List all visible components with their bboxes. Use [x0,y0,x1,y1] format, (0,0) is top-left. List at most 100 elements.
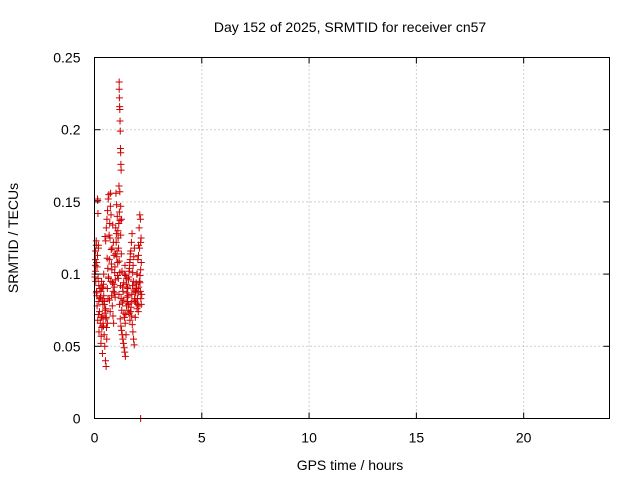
data-point [127,247,135,255]
data-point [112,238,120,246]
data-point [107,260,115,268]
data-point [115,290,123,298]
data-point [94,251,102,259]
data-point [104,207,112,215]
data-point [111,276,119,284]
data-point [101,342,109,350]
data-point [116,188,124,196]
data-point [105,231,113,239]
data-point [106,296,114,304]
data-point [109,221,117,229]
data-point [100,280,108,288]
x-tick-label: 10 [301,430,317,446]
data-point [118,215,126,223]
data-point [108,302,116,310]
data-point [113,201,121,209]
data-point [101,306,109,314]
data-point [115,257,123,265]
data-point [95,282,103,290]
data-point [136,211,144,219]
data-point [106,202,114,210]
data-point [132,299,140,307]
data-point [121,352,129,360]
data-point [94,209,102,217]
data-point [116,217,124,225]
data-point [127,303,135,311]
data-point [117,149,125,157]
data-point [128,230,136,238]
data-point [124,292,132,300]
data-point [129,328,137,336]
data-point [112,189,120,197]
data-point [131,313,139,321]
data-point [109,287,117,295]
data-point [102,313,110,321]
data-point [137,266,145,274]
x-tick-label: 20 [516,430,532,446]
data-point [119,287,127,295]
data-point [130,341,138,349]
data-point [105,191,113,199]
data-point [137,259,145,267]
data-point [125,264,133,272]
data-point [102,224,110,232]
data-point [111,263,119,271]
data-point [100,331,108,339]
data-point [106,308,114,316]
data-point [117,250,125,258]
data-point [106,234,114,242]
data-point [109,312,117,320]
data-point [91,261,99,269]
x-tick-label: 15 [409,430,425,446]
data-point [120,344,128,352]
data-point [135,224,143,232]
data-point [105,256,113,264]
data-point [137,238,145,246]
data-point [114,259,122,267]
data-point [102,237,110,245]
data-point [108,244,116,252]
y-tick-label: 0.25 [53,50,80,66]
data-point [136,272,144,280]
data-point [116,105,124,113]
data-point [128,290,136,298]
data-point [99,312,107,320]
data-point [115,182,123,190]
data-point [94,196,102,204]
data-point [119,296,127,304]
data-point [136,244,144,252]
data-point [115,94,123,102]
data-point [125,273,133,281]
data-point [135,283,143,291]
data-point [123,283,131,291]
data-point [126,316,134,324]
data-point [130,253,138,261]
data-point [121,348,129,356]
data-point [116,127,124,135]
y-tick-label: 0.1 [61,266,81,282]
data-point [117,202,125,210]
data-point [94,311,102,319]
data-points [91,78,146,422]
data-point [94,274,102,282]
y-tick-label: 0.2 [61,122,81,138]
data-point [130,335,138,343]
data-point [100,292,108,300]
plot-frame [94,57,610,419]
data-point [121,319,129,327]
data-point [122,331,130,339]
data-point [129,269,137,277]
data-point [111,293,119,301]
data-point [97,332,105,340]
x-tick-labels: 0 5 10 15 20 [91,430,532,446]
data-point [122,311,130,319]
y-tick-label: 0.05 [53,338,80,354]
data-point [95,308,103,316]
data-point [98,350,106,358]
data-point [110,280,118,288]
data-point [136,279,144,287]
data-point [104,295,112,303]
x-axis-label: GPS time / hours [297,457,404,473]
data-point [134,256,142,264]
data-point [123,293,131,301]
